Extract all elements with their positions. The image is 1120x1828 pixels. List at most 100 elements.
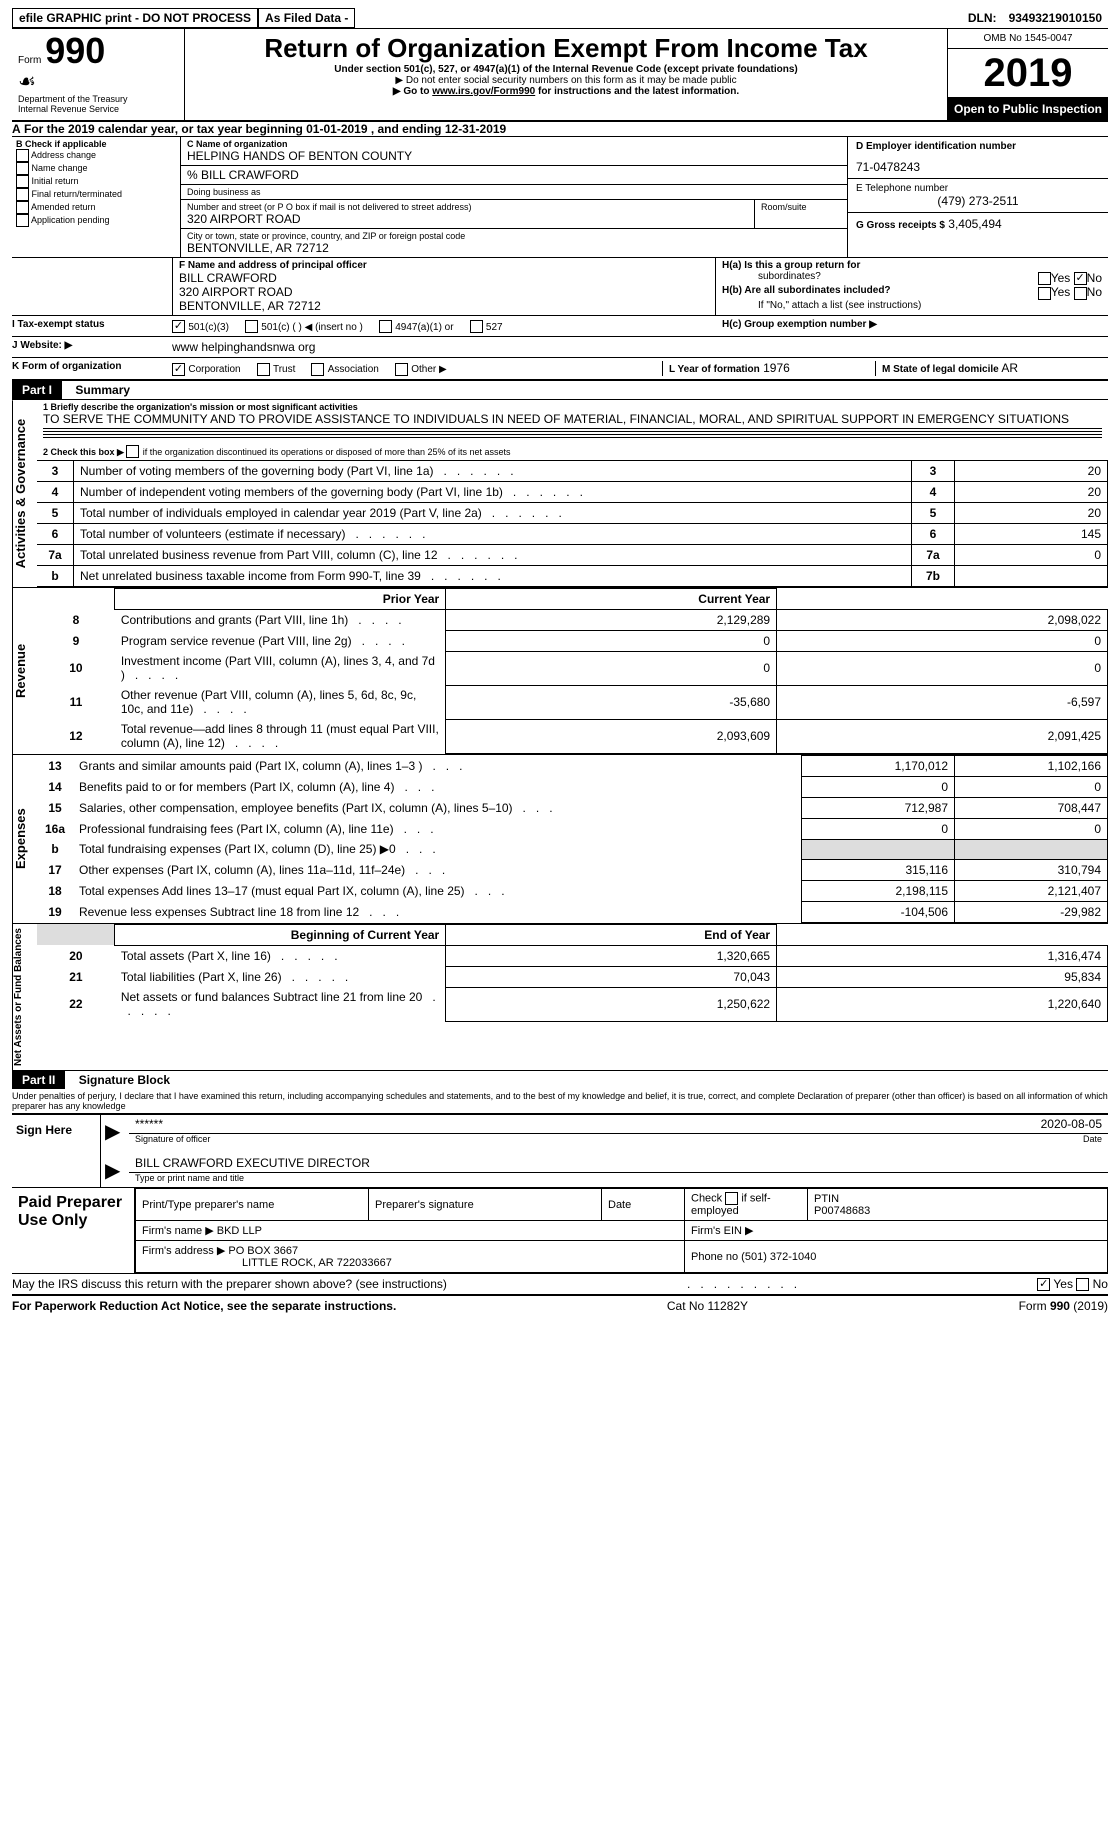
l-label: L Year of formation [669,364,760,375]
footer-right: Form 990 (2019) [1019,1299,1108,1313]
b-checkbox-2[interactable] [16,175,29,188]
section-h: H(a) Is this a group return for subordin… [716,258,1108,315]
discuss-no-checkbox[interactable] [1076,1278,1089,1291]
k-opt: Other ▶ [395,361,447,375]
efile-notice: efile GRAPHIC print - DO NOT PROCESS [12,8,258,28]
k-checkbox-2[interactable] [311,363,324,376]
netassets-table: Beginning of Current YearEnd of Year 20T… [37,924,1108,1022]
as-filed: As Filed Data - [258,8,355,28]
part2-tag: Part II [12,1071,65,1089]
gov-side-label: Activities & Governance [12,400,37,587]
part1-tag: Part I [12,381,62,399]
discuss-yes-checkbox[interactable] [1037,1278,1050,1291]
dept-label: Department of the Treasury [18,94,178,104]
hb-yes-checkbox[interactable] [1038,287,1051,300]
k-checkbox-1[interactable] [257,363,270,376]
governance-table: 3Number of voting members of the governi… [37,460,1108,587]
yes-label-2: Yes [1051,285,1071,299]
hb-label: H(b) Are all subordinates included? [722,285,891,299]
dln-value: 93493219010150 [1003,9,1108,27]
part2-title: Signature Block [69,1073,170,1087]
net-row: 21Total liabilities (Part X, line 26) . … [37,966,1108,987]
discuss-yes-label: Yes [1053,1277,1073,1291]
section-a: A For the 2019 calendar year, or tax yea… [12,122,1108,137]
ha-label: H(a) Is this a group return for [722,260,860,271]
q2-checkbox[interactable] [126,445,139,458]
officer-addr1: 320 AIRPORT ROAD [179,285,709,299]
header-left: Form 990 ☙ Department of the Treasury In… [12,29,185,120]
firm-name-label: Firm's name ▶ [142,1225,214,1237]
rev-row: 8Contributions and grants (Part VIII, li… [37,609,1108,630]
ha-sub: subordinates? [722,271,821,285]
form-page: efile GRAPHIC print - DO NOT PROCESS As … [0,0,1120,1321]
no-label-2: No [1087,285,1102,299]
fh-row: F Name and address of principal officer … [12,257,1108,315]
discuss-text: May the IRS discuss this return with the… [12,1277,447,1291]
exp-row: 19Revenue less expenses Subtract line 18… [37,901,1108,922]
page-footer: For Paperwork Reduction Act Notice, see … [12,1295,1108,1313]
form-text: Form [18,55,41,66]
sign-here-label: Sign Here [12,1115,101,1187]
b-label: B Check if applicable [16,139,176,149]
preparer-left-label: Paid Preparer Use Only [12,1188,135,1273]
j-label: J Website: ▶ [12,340,172,354]
current-year-header: Current Year [446,588,777,609]
form-number: 990 [45,30,105,71]
exp-row: bTotal fundraising expenses (Part IX, co… [37,839,1108,859]
b-checkbox-4[interactable] [16,201,29,214]
ha-yes-checkbox[interactable] [1038,272,1051,285]
preparer-block: Paid Preparer Use Only Print/Type prepar… [12,1188,1108,1274]
name-title-label: Type or print name and title [129,1173,1108,1183]
i-checkbox-2[interactable] [379,320,392,333]
b-item: Final return/terminated [16,188,176,201]
m-value: AR [1001,361,1018,375]
section-j: J Website: ▶ www helpinghandsnwa org [12,337,1108,358]
exp-side-label: Expenses [12,755,37,923]
q2-text: 2 Check this box ▶ [43,447,126,457]
rev-row: 11Other revenue (Part VIII, column (A), … [37,685,1108,719]
i-checkbox-3[interactable] [470,320,483,333]
prep-h2: Preparer's signature [369,1189,602,1221]
website: www helpinghandsnwa org [172,340,315,354]
section-deg: D Employer identification number 71-0478… [847,137,1108,257]
gov-row: 4Number of independent voting members of… [37,481,1108,502]
officer-name: BILL CRAWFORD [179,271,709,285]
firm-ein-label: Firm's EIN ▶ [685,1221,1108,1241]
exp-row: 13Grants and similar amounts paid (Part … [37,755,1108,776]
hb-no-checkbox[interactable] [1074,287,1087,300]
hb-note: If "No," attach a list (see instructions… [722,300,1102,311]
part1-title: Summary [65,383,130,397]
b-checkbox-0[interactable] [16,149,29,162]
i-label: I Tax-exempt status [12,319,172,333]
room-label: Room/suite [761,202,841,212]
b-checkbox-5[interactable] [16,214,29,227]
i-checkbox-0[interactable] [172,320,185,333]
section-c: C Name of organization HELPING HANDS OF … [181,137,847,257]
city: BENTONVILLE, AR 72712 [187,241,841,255]
tax-year: 2019 [984,51,1073,95]
city-label: City or town, state or province, country… [187,231,841,241]
k-checkbox-0[interactable] [172,363,185,376]
firm-name: BKD LLP [217,1225,262,1237]
k-label: K Form of organization [12,361,172,375]
note2-prefix: ▶ Go to [393,86,432,97]
mission-text: TO SERVE THE COMMUNITY AND TO PROVIDE AS… [43,412,1102,426]
section-f: F Name and address of principal officer … [173,258,716,315]
l-value: 1976 [763,361,790,375]
section-i: I Tax-exempt status 501(c)(3) 501(c) ( )… [12,315,1108,337]
ha-no-checkbox[interactable] [1074,272,1087,285]
k-checkbox-3[interactable] [395,363,408,376]
q1-label: 1 Briefly describe the organization's mi… [43,402,1102,412]
gov-row: 7aTotal unrelated business revenue from … [37,544,1108,565]
irs-link[interactable]: www.irs.gov/Form990 [432,86,535,97]
prep-h3: Date [602,1189,685,1221]
b-checkbox-1[interactable] [16,162,29,175]
m-label: M State of legal domicile [882,364,999,375]
i-checkbox-1[interactable] [245,320,258,333]
firm-phone: (501) 372-1040 [741,1251,816,1263]
d-label: D Employer identification number [856,141,1100,152]
k-opt: Corporation [172,361,241,375]
self-employed-checkbox[interactable] [725,1192,738,1205]
part1-header: Part I Summary [12,381,1108,399]
b-checkbox-3[interactable] [16,188,29,201]
